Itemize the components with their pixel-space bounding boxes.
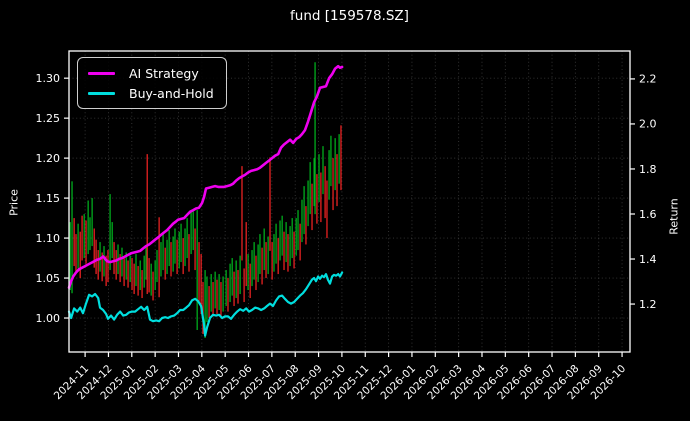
ai-strategy-line-swatch bbox=[88, 71, 115, 75]
right-tick-label: 2.0 bbox=[639, 118, 657, 131]
legend-item-buy-and-hold: Buy-and-Hold bbox=[88, 83, 214, 103]
left-tick-label: 1.15 bbox=[36, 192, 61, 205]
right-tick-label: 1.4 bbox=[639, 253, 657, 266]
left-tick-label: 1.30 bbox=[36, 72, 61, 85]
legend: AI Strategy Buy-and-Hold bbox=[77, 57, 227, 109]
ai-strategy-line bbox=[67, 64, 344, 289]
right-tick-label: 1.2 bbox=[639, 298, 657, 311]
left-tick-label: 1.05 bbox=[36, 272, 61, 285]
left-tick-label: 1.10 bbox=[36, 232, 61, 245]
left-tick-label: 1.25 bbox=[36, 112, 61, 125]
buy-and-hold-line bbox=[67, 271, 344, 337]
right-tick-label: 1.8 bbox=[639, 163, 657, 176]
legend-item-ai-strategy: AI Strategy bbox=[88, 63, 214, 83]
plot-border bbox=[68, 50, 631, 353]
buy-and-hold-line-swatch bbox=[88, 91, 115, 95]
legend-label-buy-and-hold: Buy-and-Hold bbox=[129, 85, 214, 101]
left-axis-label: Price bbox=[7, 189, 21, 216]
chart-title: fund [159578.SZ] bbox=[290, 8, 409, 24]
left-tick-label: 1.00 bbox=[36, 312, 61, 325]
right-axis-label: Return bbox=[667, 198, 681, 235]
left-tick-label: 1.20 bbox=[36, 152, 61, 165]
right-tick-label: 1.6 bbox=[639, 208, 657, 221]
legend-label-ai-strategy: AI Strategy bbox=[129, 65, 199, 81]
right-tick-label: 2.2 bbox=[639, 73, 657, 86]
